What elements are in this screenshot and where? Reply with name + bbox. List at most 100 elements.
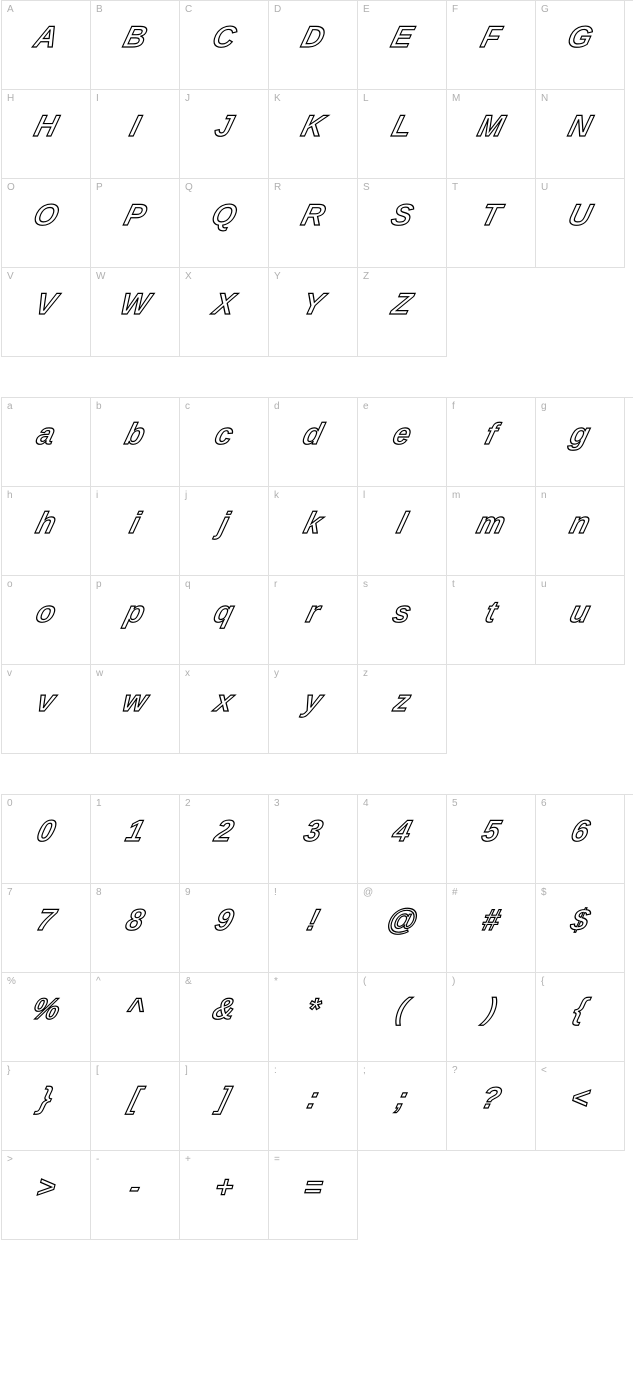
glyph-cell: DD [269, 1, 358, 90]
glyph-cell: mm [447, 487, 536, 576]
glyph-cell: ii [91, 487, 180, 576]
glyph-display: j [215, 507, 232, 541]
glyph-cell: {{ [536, 973, 625, 1062]
glyph-display: k [300, 507, 326, 541]
glyph-cell: oo [2, 576, 91, 665]
glyph-cell: :: [269, 1062, 358, 1151]
glyph-display: R [298, 199, 329, 233]
glyph-cell-label: r [274, 579, 277, 590]
glyph-cell-label: K [274, 93, 281, 104]
glyph-cell-label: Y [274, 271, 281, 282]
glyph-cell-label: { [541, 976, 544, 987]
glyph-display: p [121, 596, 148, 630]
glyph-cell-label: 8 [96, 887, 102, 898]
glyph-cell-label: j [185, 490, 187, 501]
glyph-cell: FF [447, 1, 536, 90]
glyph-cell-label: ( [363, 976, 366, 987]
glyph-display: & [209, 993, 240, 1027]
glyph-cell: rr [269, 576, 358, 665]
glyph-cell-label: O [7, 182, 15, 193]
glyph-display: y [300, 685, 326, 719]
glyph-cell: ee [358, 398, 447, 487]
glyph-display: r [303, 596, 324, 630]
glyph-cell: 00 [2, 795, 91, 884]
glyph-display: 2 [211, 815, 237, 849]
glyph-display: Z [388, 288, 415, 322]
glyph-cell: vv [2, 665, 91, 754]
glyph-cell: && [180, 973, 269, 1062]
glyph-display: T [477, 199, 504, 233]
glyph-cell-label: B [96, 4, 103, 15]
glyph-chart: AABBCCDDEEFFGGHHIIJJKKLLMMNNOOPPQQRRSSTT… [0, 0, 640, 1240]
glyph-cell-label: b [96, 401, 102, 412]
glyph-cell-label: h [7, 490, 13, 501]
glyph-cell-label: G [541, 4, 549, 15]
glyph-display: S [387, 199, 416, 233]
glyph-cell-label: 4 [363, 798, 369, 809]
glyph-display: F [477, 21, 504, 55]
glyph-cell-label: @ [363, 887, 373, 898]
glyph-display: z [390, 685, 414, 719]
glyph-cell-label: $ [541, 887, 547, 898]
glyph-cell: xx [180, 665, 269, 754]
glyph-display: s [389, 596, 415, 630]
glyph-display: ) [481, 993, 500, 1027]
glyph-cell-label: A [7, 4, 14, 15]
glyph-display: { [570, 993, 591, 1027]
glyph-display: J [211, 110, 237, 144]
glyph-display: B [120, 21, 151, 55]
glyph-cell: yy [269, 665, 358, 754]
glyph-cell-label: < [541, 1065, 547, 1076]
glyph-cell: WW [91, 268, 180, 357]
glyph-cell: cc [180, 398, 269, 487]
glyph-display: q [210, 596, 237, 630]
glyph-cell: -- [91, 1151, 180, 1240]
glyph-cell-label: # [452, 887, 458, 898]
glyph-cell: GG [536, 1, 625, 90]
glyph-display: H [31, 110, 62, 144]
glyph-cell: ?? [447, 1062, 536, 1151]
glyph-cell-label: & [185, 976, 192, 987]
glyph-display: 7 [33, 904, 59, 938]
section-gap [0, 754, 640, 794]
glyph-cell-label: x [185, 668, 190, 679]
glyph-cell: 22 [180, 795, 269, 884]
glyph-cell-label: N [541, 93, 548, 104]
glyph-cell: VV [2, 268, 91, 357]
glyph-cell: QQ [180, 179, 269, 268]
glyph-cell-label: 0 [7, 798, 13, 809]
glyph-cell: ww [91, 665, 180, 754]
glyph-cell: TT [447, 179, 536, 268]
glyph-cell-label: 2 [185, 798, 191, 809]
glyph-section-lowercase: aabbccddeeffgghhiijjkkllmmnnooppqqrrsstt… [1, 397, 633, 754]
glyph-cell: PP [91, 179, 180, 268]
glyph-display: Y [298, 288, 327, 322]
glyph-section-uppercase: AABBCCDDEEFFGGHHIIJJKKLLMMNNOOPPQQRRSSTT… [1, 0, 633, 357]
glyph-display: + [211, 1171, 238, 1205]
glyph-cell: NN [536, 90, 625, 179]
glyph-cell: OO [2, 179, 91, 268]
glyph-cell: XX [180, 268, 269, 357]
glyph-display: u [566, 596, 593, 630]
glyph-display: L [388, 110, 415, 144]
glyph-display: c [211, 418, 237, 452]
glyph-cell-label: : [274, 1065, 277, 1076]
glyph-display: O [30, 199, 62, 233]
glyph-cell-label: d [274, 401, 280, 412]
glyph-cell-label: S [363, 182, 370, 193]
glyph-cell: BB [91, 1, 180, 90]
glyph-cell: KK [269, 90, 358, 179]
glyph-cell: gg [536, 398, 625, 487]
glyph-cell-label: m [452, 490, 460, 501]
glyph-cell-label: u [541, 579, 547, 590]
glyph-display: $ [567, 904, 593, 938]
glyph-cell-label: a [7, 401, 13, 412]
glyph-cell: aa [2, 398, 91, 487]
glyph-cell: CC [180, 1, 269, 90]
glyph-cell-label: ) [452, 976, 455, 987]
glyph-cell: nn [536, 487, 625, 576]
glyph-cell-label: % [7, 976, 16, 987]
glyph-display: e [389, 418, 415, 452]
glyph-cell-label: 5 [452, 798, 458, 809]
glyph-cell: 44 [358, 795, 447, 884]
